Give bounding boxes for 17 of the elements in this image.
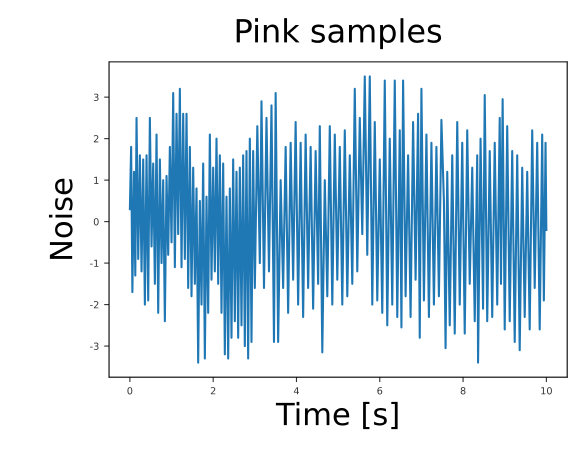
x-tick-label: 4 <box>294 387 300 394</box>
x-tick-label: 6 <box>377 387 382 394</box>
y-tick-label: 2 <box>94 135 98 142</box>
line-series <box>128 75 548 364</box>
x-tick-label: 8 <box>460 387 466 394</box>
y-tick-label: 3 <box>94 94 99 101</box>
x-tick-label: 2 <box>210 387 216 394</box>
y-tick-label: -2 <box>90 301 98 308</box>
y-tick-label: 1 <box>94 176 98 184</box>
x-axis-title: Time [s] <box>276 402 398 430</box>
y-tick-label: 0 <box>94 218 99 226</box>
y-tick-label: -3 <box>90 342 99 350</box>
x-tick-label: 10 <box>541 387 552 394</box>
chart-title: Pink samples <box>236 18 442 50</box>
x-tick-label: 0 <box>127 387 132 394</box>
y-tick-label: -1 <box>90 260 98 267</box>
y-axis-title: Noise <box>48 178 73 259</box>
